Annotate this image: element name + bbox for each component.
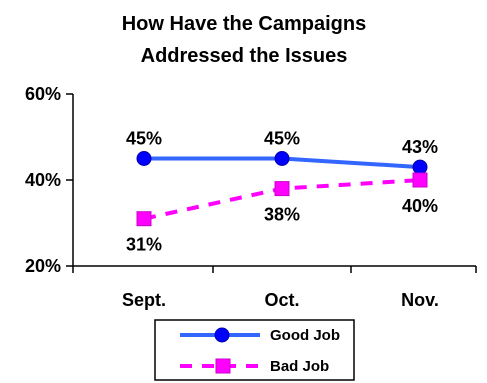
bad-job-point (137, 212, 151, 226)
bad-job-data-label: 38% (264, 205, 300, 225)
legend-good-job-marker (215, 328, 229, 342)
good-job-point (137, 152, 151, 166)
x-tick-label: Sept. (122, 290, 166, 310)
good-job-data-label: 45% (264, 129, 300, 149)
chart-title: How Have the Campaigns (122, 13, 367, 35)
bad-job-data-label: 40% (402, 196, 438, 216)
x-tick-label: Nov. (401, 290, 439, 310)
y-tick-label: 60% (25, 84, 61, 104)
good-job-point (413, 160, 427, 174)
bad-job-data-label: 31% (126, 235, 162, 255)
x-tick-label: Oct. (264, 290, 299, 310)
y-axis-ticks: 20% 40% 60% (25, 84, 73, 276)
y-tick-label: 20% (25, 256, 61, 276)
legend: Good Job Bad Job (155, 320, 354, 380)
chart-subtitle: Addressed the Issues (141, 45, 348, 67)
legend-good-job-label: Good Job (270, 327, 340, 344)
x-axis-ticks: Sept. Oct. Nov. (73, 266, 476, 310)
good-job-data-label: 43% (402, 137, 438, 157)
bad-job-point (413, 173, 427, 187)
legend-bad-job-label: Bad Job (270, 358, 329, 375)
y-tick-label: 40% (25, 170, 61, 190)
good-job-data-label: 45% (126, 129, 162, 149)
legend-bad-job-marker (216, 359, 230, 373)
good-job-point (275, 152, 289, 166)
bad-job-point (275, 182, 289, 196)
